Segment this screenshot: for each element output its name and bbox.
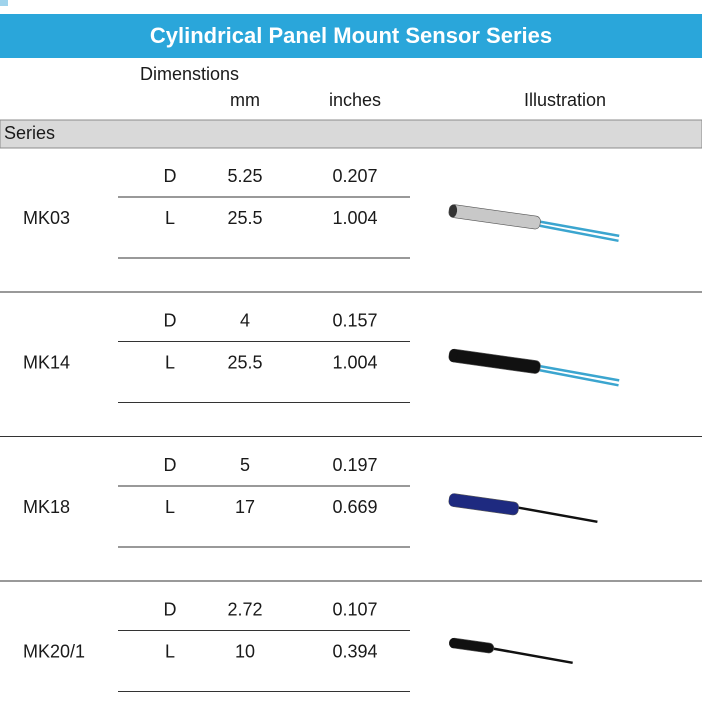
dim-label: L xyxy=(165,641,175,661)
inches-value: 0.107 xyxy=(332,599,377,619)
dim-label: D xyxy=(164,599,177,619)
probe-body xyxy=(448,349,541,375)
dim-label: D xyxy=(164,455,177,475)
dim-label: L xyxy=(165,208,175,228)
illustration-header: Illustration xyxy=(524,90,606,110)
series-bar xyxy=(0,120,702,148)
mm-value: 2.72 xyxy=(227,599,262,619)
page: Cylindrical Panel Mount Sensor Series Di… xyxy=(0,0,702,719)
wire xyxy=(493,649,573,663)
probe-body xyxy=(448,493,519,516)
mm-value: 5.25 xyxy=(227,166,262,186)
corner-mark xyxy=(0,0,8,6)
mm-header: mm xyxy=(230,90,260,110)
illustration xyxy=(448,493,598,527)
dim-label: L xyxy=(165,352,175,372)
dim-label: D xyxy=(164,166,177,186)
group-header: Dimenstions xyxy=(140,64,239,84)
series-label: MK03 xyxy=(23,208,70,228)
title: Cylindrical Panel Mount Sensor Series xyxy=(150,23,552,48)
mm-value: 5 xyxy=(240,455,250,475)
probe-body xyxy=(448,204,541,230)
series-label: MK18 xyxy=(23,497,70,517)
inches-value: 0.197 xyxy=(332,455,377,475)
inches-header: inches xyxy=(329,90,381,110)
series-header: Series xyxy=(4,123,55,143)
inches-value: 1.004 xyxy=(332,352,377,372)
inches-value: 0.157 xyxy=(332,310,377,330)
mm-value: 4 xyxy=(240,310,250,330)
mm-value: 25.5 xyxy=(227,352,262,372)
dim-label: L xyxy=(165,497,175,517)
illustration xyxy=(448,204,620,241)
mm-value: 10 xyxy=(235,641,255,661)
inches-value: 0.207 xyxy=(332,166,377,186)
series-label: MK20/1 xyxy=(23,641,85,661)
illustration xyxy=(449,638,574,665)
series-label: MK14 xyxy=(23,352,70,372)
inches-value: 0.669 xyxy=(332,497,377,517)
dim-label: D xyxy=(164,310,177,330)
illustration xyxy=(448,349,620,386)
inches-value: 1.004 xyxy=(332,208,377,228)
inches-value: 0.394 xyxy=(332,641,377,661)
mm-value: 25.5 xyxy=(227,208,262,228)
wire xyxy=(518,508,598,522)
mm-value: 17 xyxy=(235,497,255,517)
